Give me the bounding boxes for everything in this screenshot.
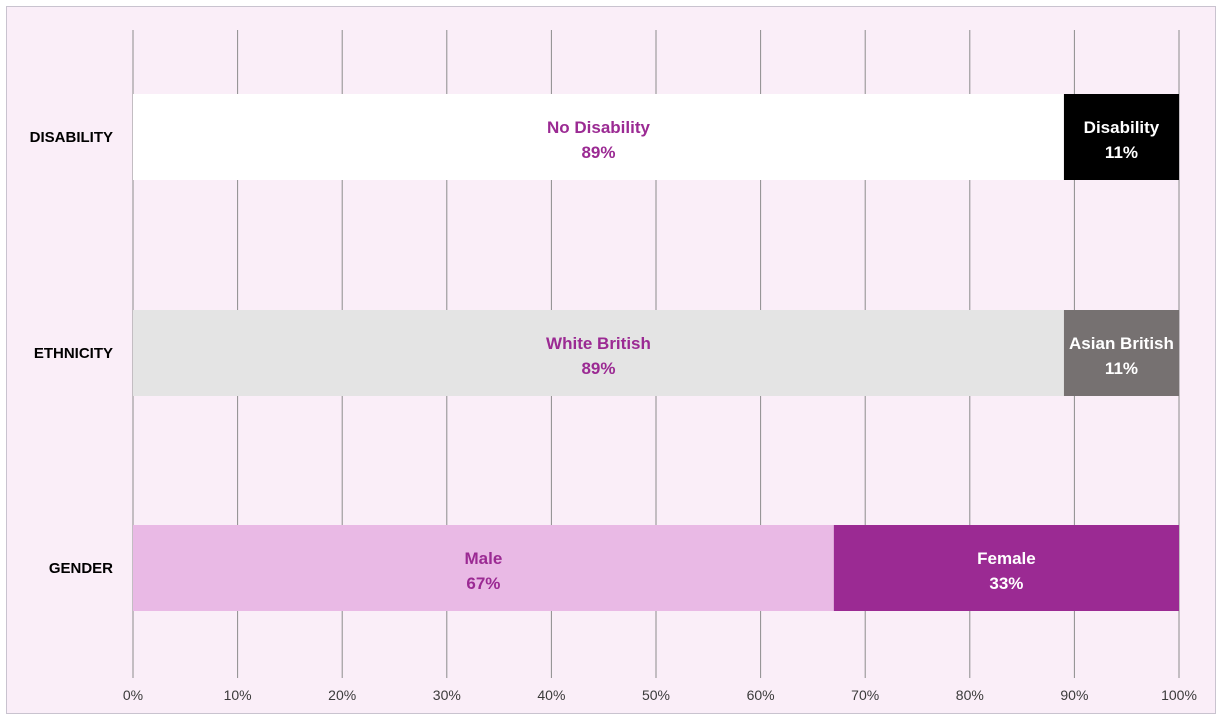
x-tick-label: 0% (123, 687, 143, 703)
x-tick-label: 70% (851, 687, 879, 703)
category-label: GENDER (49, 560, 113, 577)
labels: 0% 10% 20% 30% 40% 50% 60% 70% 80% 90% 100% DISABIL… (30, 118, 1197, 703)
segment-value-label: 11% (1105, 143, 1138, 162)
x-tick-label: 80% (956, 687, 984, 703)
bar-segment (833, 525, 1179, 611)
segment-value-label: 11% (1105, 359, 1138, 378)
x-tick-label: 50% (642, 687, 670, 703)
category-label: DISABILITY (30, 129, 113, 146)
segment-label: Female (977, 549, 1036, 568)
x-tick-label: 60% (747, 687, 775, 703)
segment-value-label: 89% (581, 143, 615, 162)
x-tick-label: 30% (433, 687, 461, 703)
segment-label: White British (546, 334, 651, 353)
bar-segment (133, 310, 1064, 396)
segment-label: Disability (1084, 118, 1160, 137)
segment-label: Asian British (1069, 334, 1174, 353)
x-tick-label: 20% (328, 687, 356, 703)
bar-segment (1063, 94, 1179, 180)
x-tick-label: 90% (1060, 687, 1088, 703)
segment-value-label: 89% (581, 359, 615, 378)
bar-segment (133, 525, 834, 611)
x-tick-label: 100% (1161, 687, 1197, 703)
x-tick-label: 40% (537, 687, 565, 703)
segment-value-label: 67% (466, 574, 500, 593)
segment-label: No Disability (547, 118, 651, 137)
x-tick-label: 10% (224, 687, 252, 703)
category-label: ETHNICITY (34, 345, 113, 362)
bar-segment (1063, 310, 1179, 396)
segment-label: Male (465, 549, 503, 568)
segment-value-label: 33% (989, 574, 1023, 593)
bar-segment (133, 94, 1064, 180)
bars (133, 94, 1179, 611)
